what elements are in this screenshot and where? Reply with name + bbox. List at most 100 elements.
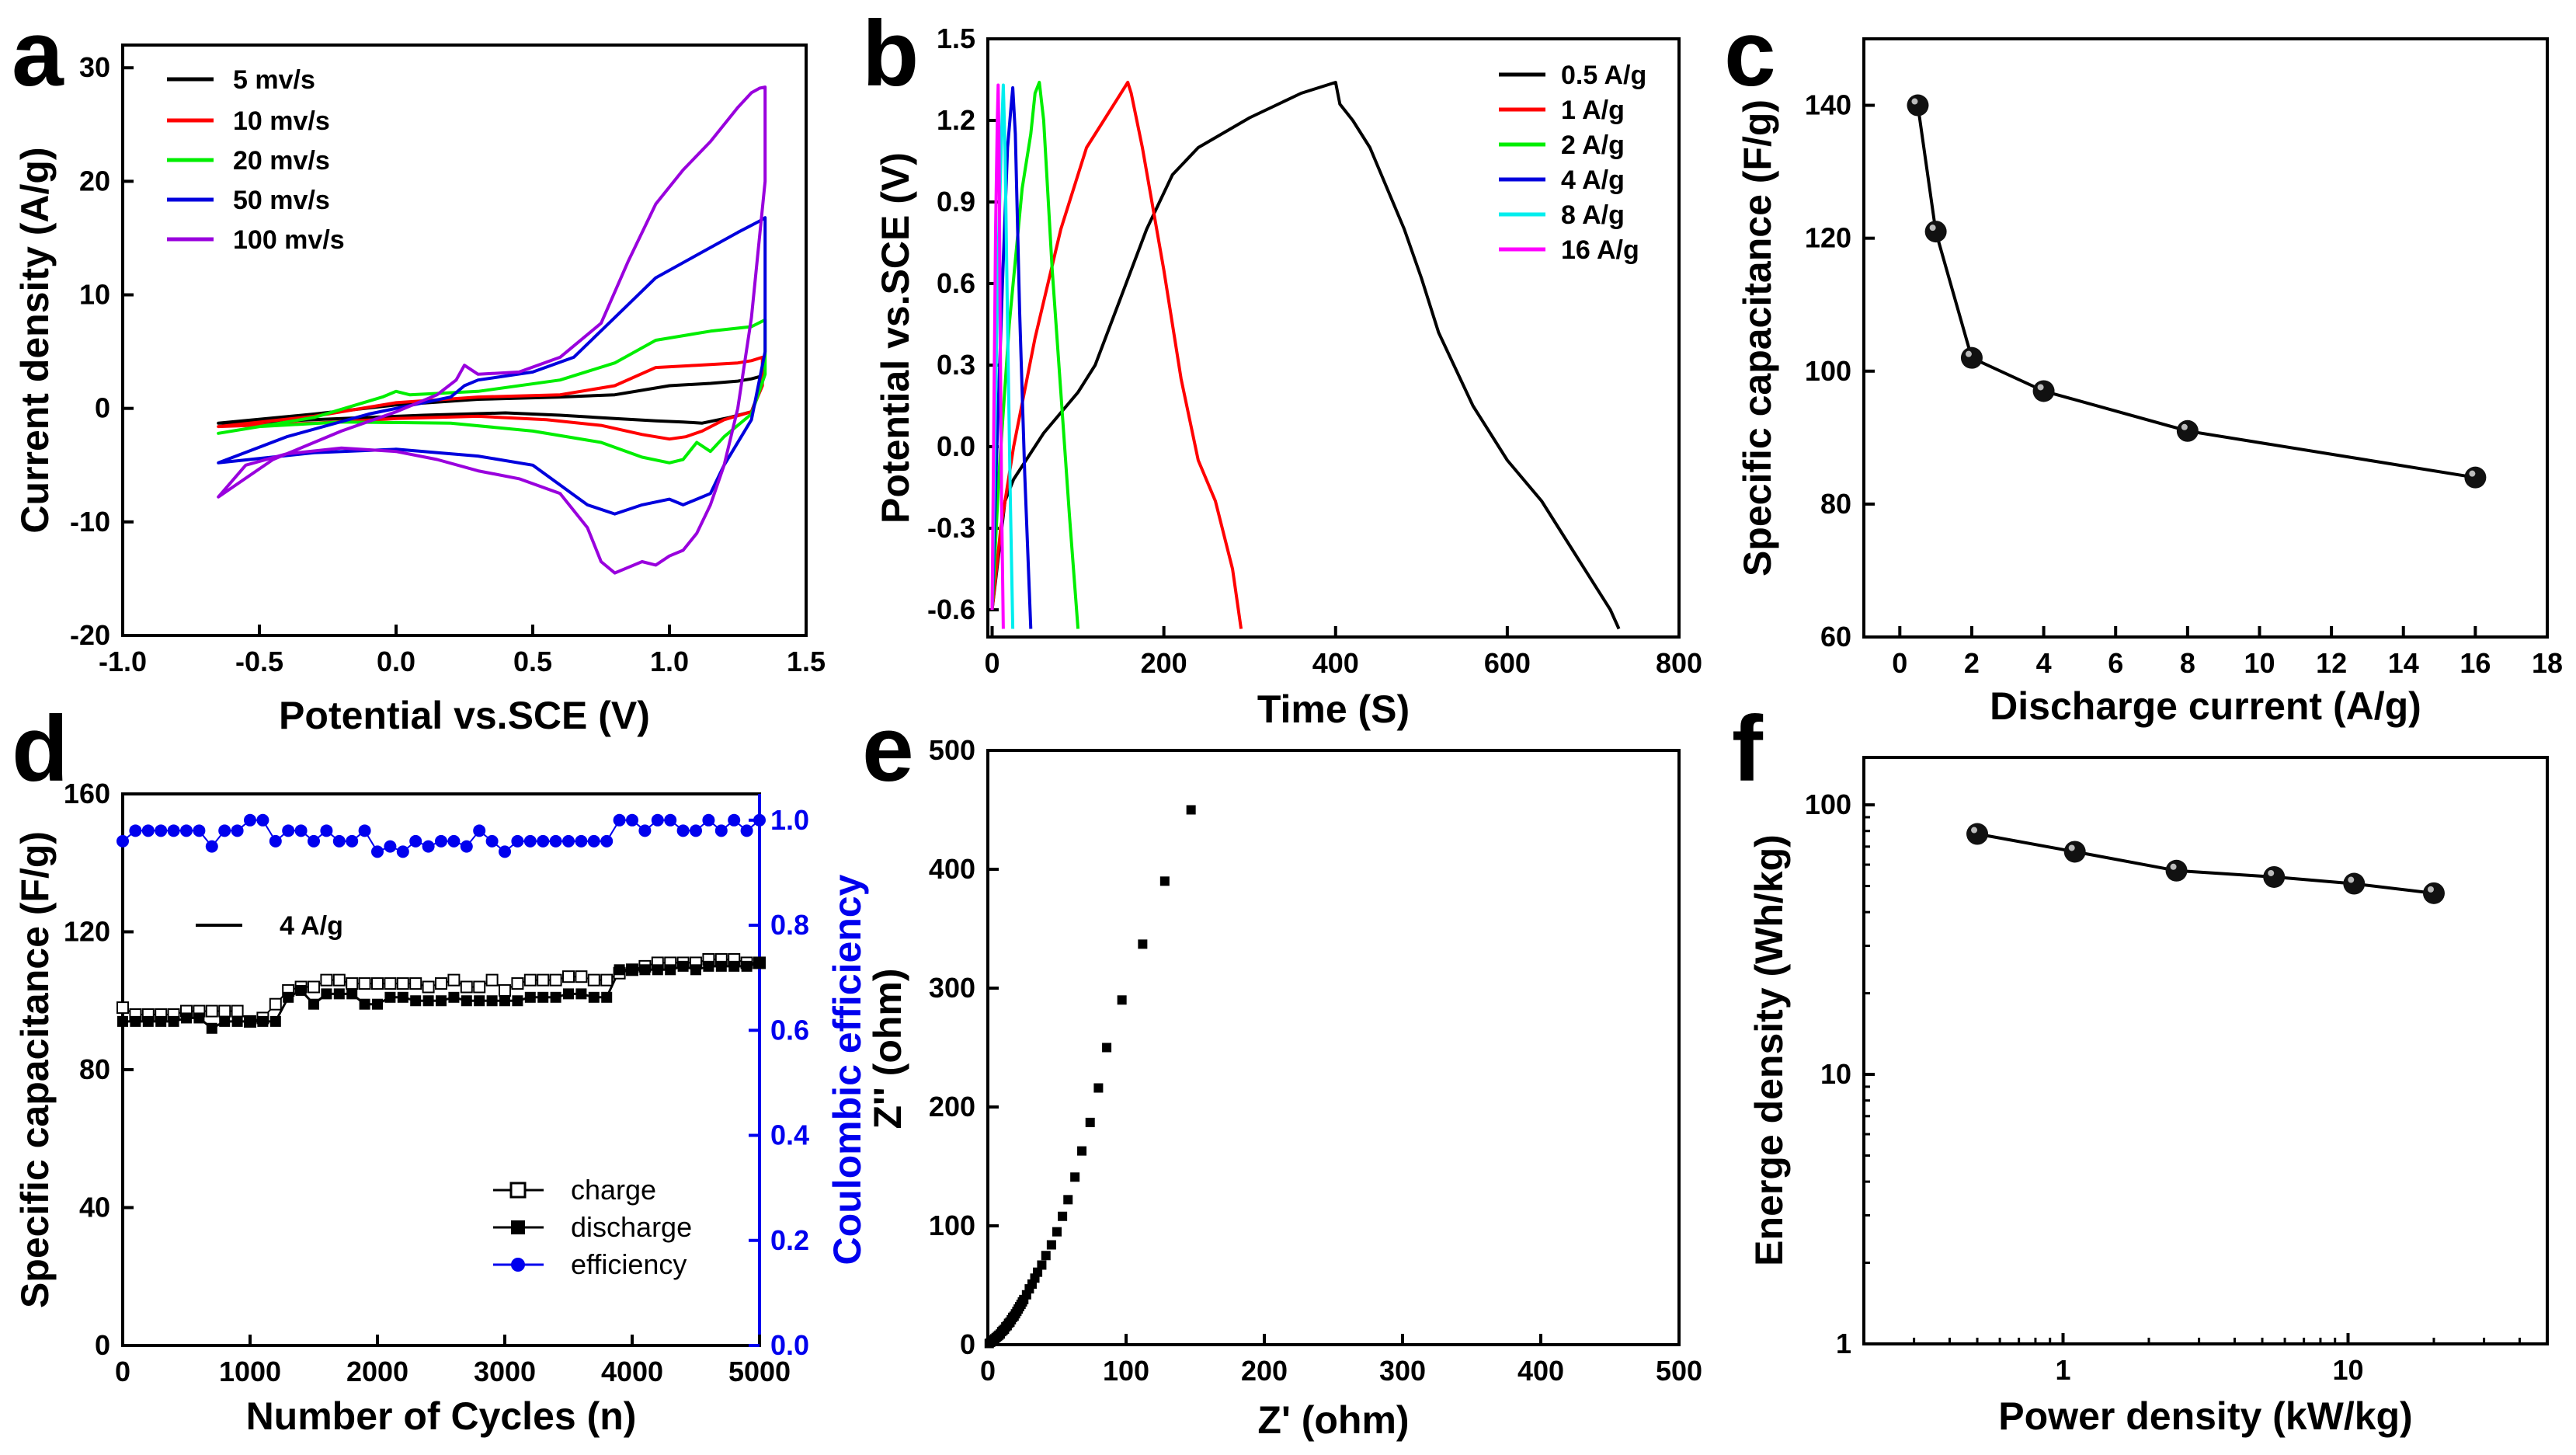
x-tick-label-b: 600 [1484,647,1531,679]
data-point-d-discharge [639,964,651,976]
y-tick-label-f: 1 [1836,1328,1851,1359]
data-point-highlight-c [1965,350,1972,357]
data-point-d-discharge [410,995,422,1007]
data-point-d-discharge [486,995,498,1007]
data-point-d-efficiency [244,813,256,827]
x-axis-label-c: Discharge current (A/g) [1990,684,2421,728]
data-point-d-efficiency [269,834,282,848]
panel-label-e: e [862,697,914,801]
data-point-highlight-c [2037,384,2044,391]
data-point-d-charge [473,980,486,994]
data-point-d-charge [460,980,473,994]
data-point-d-charge [384,977,397,990]
x-tick-label-c: 14 [2388,647,2419,679]
data-point-d-discharge [512,995,523,1007]
data-point-d-discharge [588,991,600,1003]
data-point-d-discharge [550,991,561,1003]
data-point-d-discharge [422,995,434,1007]
data-point-d-charge [409,977,422,990]
plot-frame-f [1862,756,2549,1345]
legend-text-a-1: 10 mv/s [233,106,330,136]
data-point-d-efficiency [282,824,295,837]
y-tick-label-b: -0.6 [927,593,975,625]
legend-text-d-0: charge [571,1174,656,1206]
data-point-e [1052,1227,1062,1237]
x-tick-label-c: 12 [2316,647,2347,679]
y-tick-label-b: 0.0 [937,430,975,462]
plot-frame-a [121,44,808,637]
data-point-e [1159,876,1170,886]
legend-text-d-1: discharge [571,1211,692,1243]
data-point-d-discharge [665,964,676,976]
ticks-d: 0 1000 2000 3000 4000 5000 0 40 80 120 160 0.0 0.2 0.… [64,778,809,1387]
x-tick-label-a: 1.5 [787,646,826,677]
data-point-d-efficiency [626,813,638,827]
data-point-e [1041,1251,1051,1261]
legend-text-a-2: 20 mv/s [233,146,330,176]
legend-text-b-3: 4 A/g [1561,165,1625,195]
y-axis-label-c: Specific capacitance (F/g) [1736,99,1779,576]
data-point-highlight-f [2348,876,2355,883]
panel-d: d 0 1000 2000 3000 4000 5000 0 40 80 120 160 0.0 0.2… [12,697,869,1438]
y-tick-label-e: 300 [929,972,975,1004]
data-point-d-discharge [677,960,689,972]
series-c [1907,94,2487,489]
data-point-d-discharge [181,1012,192,1024]
ticks-e: 0 100 200 300 400 500 0 100 200 300 400 500 [929,734,1702,1387]
series-line-a-4 [217,85,767,575]
data-point-d-efficiency [473,824,486,837]
y-axis-label-e: Z'' (ohm) [866,968,909,1129]
data-point-c [2032,380,2055,402]
data-point-d-efficiency [396,845,409,858]
x-tick-label-c: 2 [1964,647,1980,679]
series-f [1966,823,2445,904]
annotation-d: 4 A/g [280,911,343,941]
data-point-d-discharge [269,1015,281,1027]
data-point-d-efficiency [167,824,180,837]
x-tick-label-c: 10 [2244,647,2275,679]
data-point-d-charge [549,973,562,987]
data-point-d-charge [435,977,447,990]
legend-text-b-2: 2 A/g [1561,131,1625,160]
data-point-d-charge [511,977,524,990]
data-point-d-efficiency [676,824,690,837]
data-point-d-discharge [257,1015,269,1027]
data-point-f [1966,823,1989,845]
data-point-e [1186,805,1196,815]
y-tick-label-c: 100 [1805,355,1851,387]
data-point-d-efficiency [728,813,741,827]
data-point-d-discharge [652,964,663,976]
data-point-d-efficiency [447,834,461,848]
data-point-d-efficiency [460,840,473,853]
data-point-d-efficiency [613,813,626,827]
x-tick-label-d: 5000 [728,1356,791,1387]
data-point-d-discharge [206,1022,217,1034]
x-axis-label-b: Time (S) [1257,687,1410,731]
legend-a: 5 mv/s 10 mv/s 20 mv/s 50 mv/s 100 mv/s [167,65,345,255]
data-point-d-efficiency [346,834,359,848]
data-point-d-efficiency [523,834,537,848]
data-point-d-efficiency [587,834,600,848]
data-point-d-discharge [117,1015,128,1027]
data-point-d-discharge [142,1015,154,1027]
data-point-f [2263,865,2286,888]
data-point-d-efficiency [193,824,206,837]
data-point-highlight-c [2469,470,2476,477]
y-tick-label-d: 40 [79,1192,110,1224]
data-point-d-efficiency [600,834,614,848]
data-point-highlight-c [1911,98,1918,105]
data-point-e [1046,1240,1056,1250]
data-point-e [1058,1211,1068,1221]
data-point-f [2063,841,2086,863]
data-point-d-efficiency [690,824,702,837]
legend-d: charge discharge efficiency [493,1174,692,1280]
y-tick-label-c: 120 [1805,222,1851,254]
data-point-d-discharge [601,991,613,1003]
data-point-d-efficiency [141,824,155,837]
x-tick-label-e: 200 [1241,1355,1288,1387]
legend-text-a-4: 100 mv/s [233,225,345,255]
panel-label-a: a [12,2,64,106]
legend-text-d-2: efficiency [571,1248,687,1280]
y-tick-label-f: 10 [1820,1058,1851,1090]
plot-frame-c [1862,37,2549,639]
